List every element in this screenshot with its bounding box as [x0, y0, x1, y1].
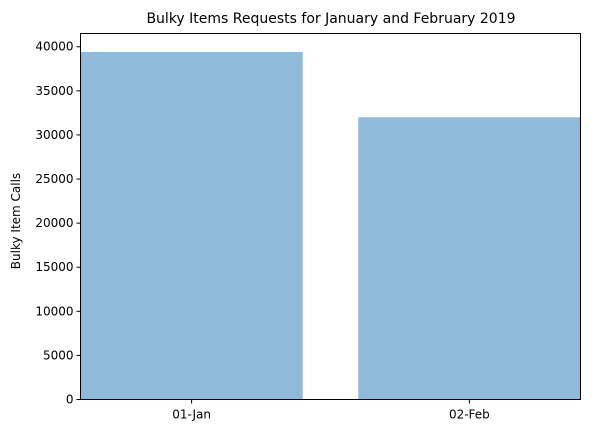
y-tick-label: 15000 [35, 260, 73, 274]
y-axis-ticks: 0 5000 10000 15000 20000 25000 30000 35000 40000 [35, 40, 81, 407]
y-tick-label: 30000 [35, 128, 73, 142]
x-tick-label: 01-Jan [172, 408, 211, 422]
y-tick-label: 35000 [35, 84, 73, 98]
y-tick-label: 25000 [35, 172, 73, 186]
y-tick-label: 5000 [43, 348, 74, 362]
chart-title: Bulky Items Requests for January and Feb… [146, 11, 515, 27]
x-tick-label: 02-Feb [449, 408, 490, 422]
bar-02-Feb [358, 117, 581, 400]
y-tick-label: 40000 [35, 40, 73, 54]
y-tick-label: 10000 [35, 304, 73, 318]
x-axis-ticks: 01-Jan 02-Feb [172, 399, 490, 422]
y-tick-label: 20000 [35, 216, 73, 230]
bar-01-Jan [80, 52, 303, 400]
y-axis-label: Bulky Item Calls [9, 173, 23, 269]
bars [80, 52, 581, 400]
y-tick-label: 0 [66, 393, 74, 407]
plot-area-frame [80, 33, 581, 400]
